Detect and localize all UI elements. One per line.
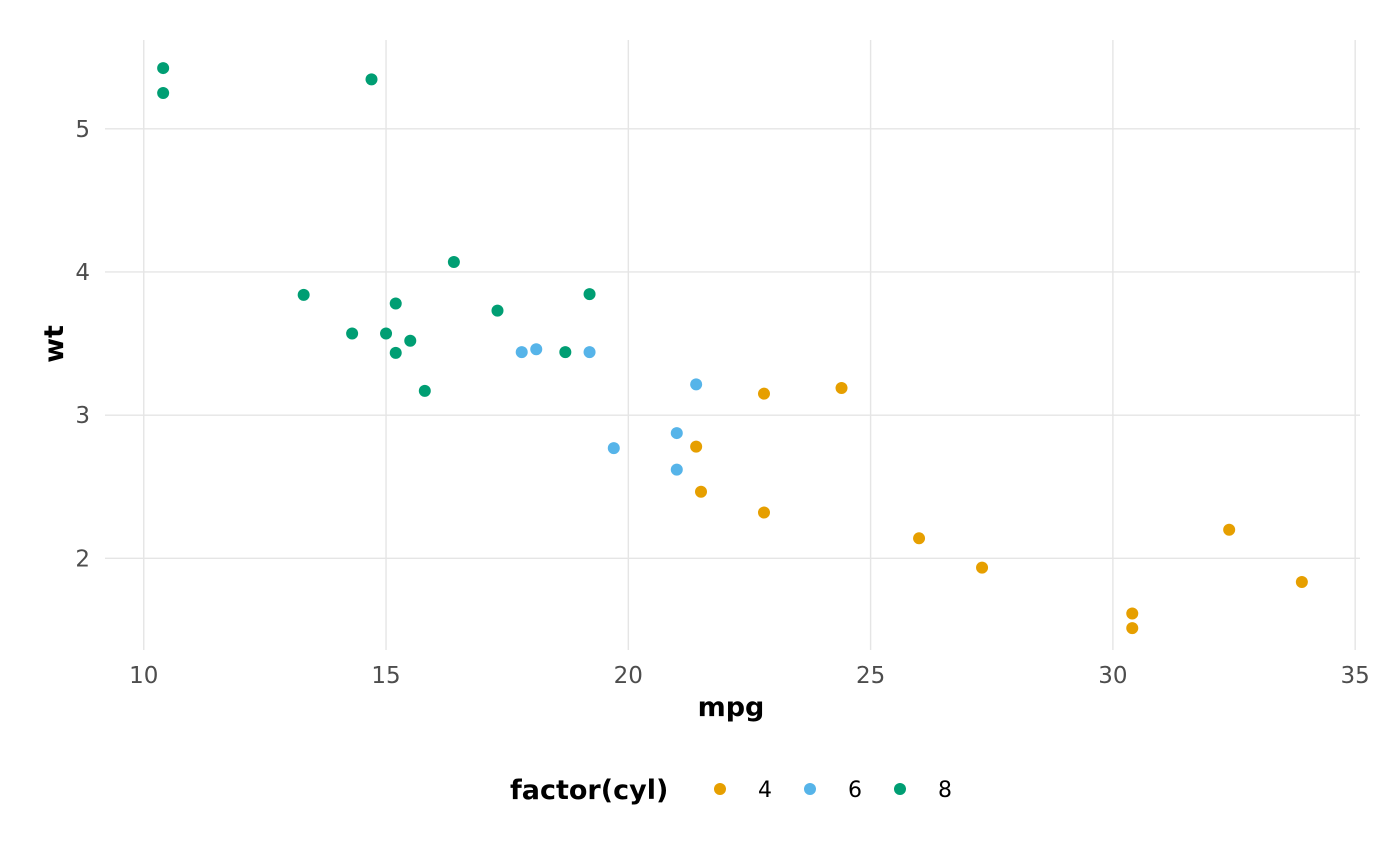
legend-items: 4 6 8 <box>714 778 952 803</box>
data-point-cyl-4 <box>1295 575 1308 588</box>
data-point-cyl-8 <box>447 255 460 268</box>
x-tick-label: 35 <box>1341 663 1370 689</box>
data-point-cyl-6 <box>515 346 528 359</box>
y-tick-label: 2 <box>75 546 90 572</box>
data-point-cyl-8 <box>404 334 417 347</box>
x-tick-label: 20 <box>614 663 643 689</box>
x-axis-ticks: 10 15 20 25 30 35 <box>129 663 1370 689</box>
legend: factor(cyl) 4 6 8 <box>510 775 952 806</box>
x-axis-title: mpg <box>698 692 765 723</box>
data-point-cyl-8 <box>346 327 359 340</box>
y-axis-ticks: 2 3 4 5 <box>75 117 90 573</box>
data-point-cyl-4 <box>913 532 926 545</box>
legend-label-4: 4 <box>758 778 772 803</box>
x-tick-label: 10 <box>129 663 158 689</box>
data-point-cyl-8 <box>365 73 378 86</box>
data-point-cyl-6 <box>690 378 703 391</box>
data-point-cyl-4 <box>1223 523 1236 536</box>
data-point-cyl-6 <box>670 427 683 440</box>
data-point-cyl-4 <box>757 387 770 400</box>
data-point-cyl-8 <box>157 62 170 75</box>
data-point-cyl-4 <box>1126 622 1139 635</box>
legend-key-8 <box>894 783 906 795</box>
data-point-cyl-4 <box>1126 607 1139 620</box>
data-point-cyl-8 <box>380 327 393 340</box>
x-tick-label: 25 <box>856 663 885 689</box>
y-axis-title: wt <box>39 325 70 363</box>
data-point-cyl-6 <box>607 442 620 455</box>
data-point-cyl-6 <box>583 346 596 359</box>
data-point-cyl-8 <box>491 304 504 317</box>
data-point-cyl-6 <box>530 343 543 356</box>
data-point-cyl-8 <box>389 297 402 310</box>
data-point-cyl-8 <box>297 288 310 301</box>
data-point-cyl-4 <box>695 485 708 498</box>
data-point-cyl-8 <box>389 346 402 359</box>
legend-key-6 <box>804 783 816 795</box>
grid <box>105 40 1360 650</box>
legend-key-4 <box>714 783 726 795</box>
legend-title: factor(cyl) <box>510 775 668 806</box>
x-tick-label: 30 <box>1098 663 1127 689</box>
y-tick-label: 4 <box>75 260 90 286</box>
data-point-cyl-4 <box>757 506 770 519</box>
data-point-cyl-4 <box>690 440 703 453</box>
data-point-cyl-8 <box>583 288 596 301</box>
data-point-cyl-8 <box>559 346 572 359</box>
data-point-cyl-4 <box>835 381 848 394</box>
data-points <box>157 62 1308 635</box>
data-point-cyl-4 <box>976 561 989 574</box>
x-tick-label: 15 <box>371 663 400 689</box>
y-tick-label: 5 <box>75 117 90 143</box>
data-point-cyl-8 <box>157 86 170 99</box>
legend-label-6: 6 <box>848 778 862 803</box>
legend-label-8: 8 <box>938 778 952 803</box>
data-point-cyl-6 <box>670 463 683 476</box>
y-tick-label: 3 <box>75 403 90 429</box>
data-point-cyl-8 <box>418 384 431 397</box>
